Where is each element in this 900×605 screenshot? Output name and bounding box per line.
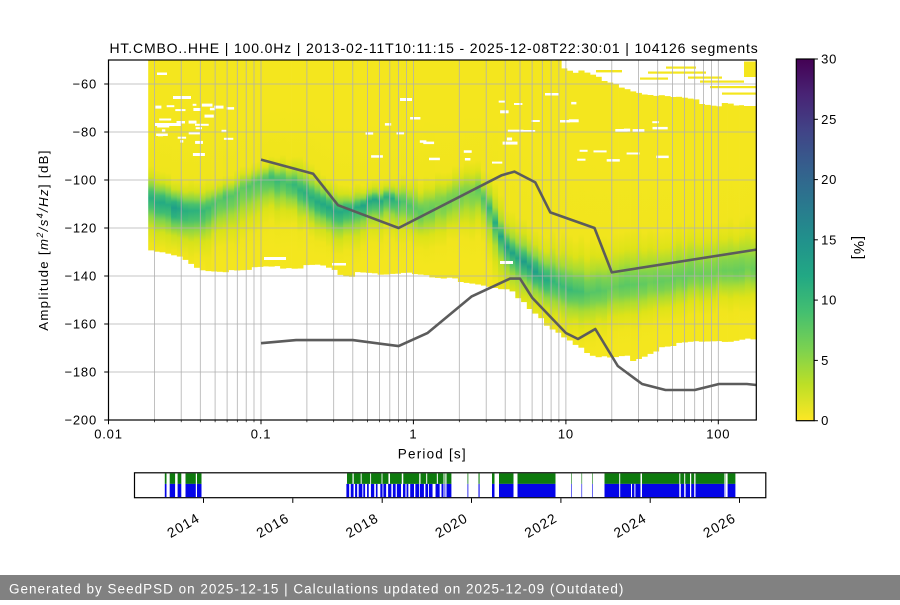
- svg-text:0.01: 0.01: [94, 427, 123, 442]
- svg-text:−60: −60: [73, 77, 97, 92]
- svg-text:−160: −160: [65, 317, 97, 332]
- svg-text:−100: −100: [65, 173, 97, 188]
- svg-text:Amplitude [m2/s4/Hz] [dB]: Amplitude [m2/s4/Hz] [dB]: [35, 149, 51, 331]
- svg-text:5: 5: [821, 353, 829, 368]
- svg-text:HT.CMBO..HHE | 100.0Hz | 2013-: HT.CMBO..HHE | 100.0Hz | 2013-02-11T10:1…: [109, 40, 758, 56]
- svg-text:−180: −180: [65, 365, 97, 380]
- svg-text:1: 1: [409, 427, 417, 442]
- svg-text:20: 20: [821, 172, 837, 187]
- svg-text:10: 10: [558, 427, 574, 442]
- svg-text:[%]: [%]: [850, 236, 867, 260]
- svg-text:Generated by SeedPSD on 2025-1: Generated by SeedPSD on 2025-12-15 | Cal…: [9, 582, 624, 597]
- svg-text:30: 30: [821, 52, 837, 67]
- svg-text:−80: −80: [73, 125, 97, 140]
- svg-text:Period [s]: Period [s]: [398, 447, 467, 462]
- svg-text:15: 15: [821, 232, 837, 247]
- svg-text:0.1: 0.1: [251, 427, 271, 442]
- svg-text:10: 10: [821, 293, 837, 308]
- svg-text:0: 0: [821, 413, 829, 428]
- svg-text:−200: −200: [65, 413, 97, 428]
- svg-text:25: 25: [821, 112, 837, 127]
- svg-text:−140: −140: [65, 269, 97, 284]
- svg-text:100: 100: [706, 427, 730, 442]
- svg-text:−120: −120: [65, 221, 97, 236]
